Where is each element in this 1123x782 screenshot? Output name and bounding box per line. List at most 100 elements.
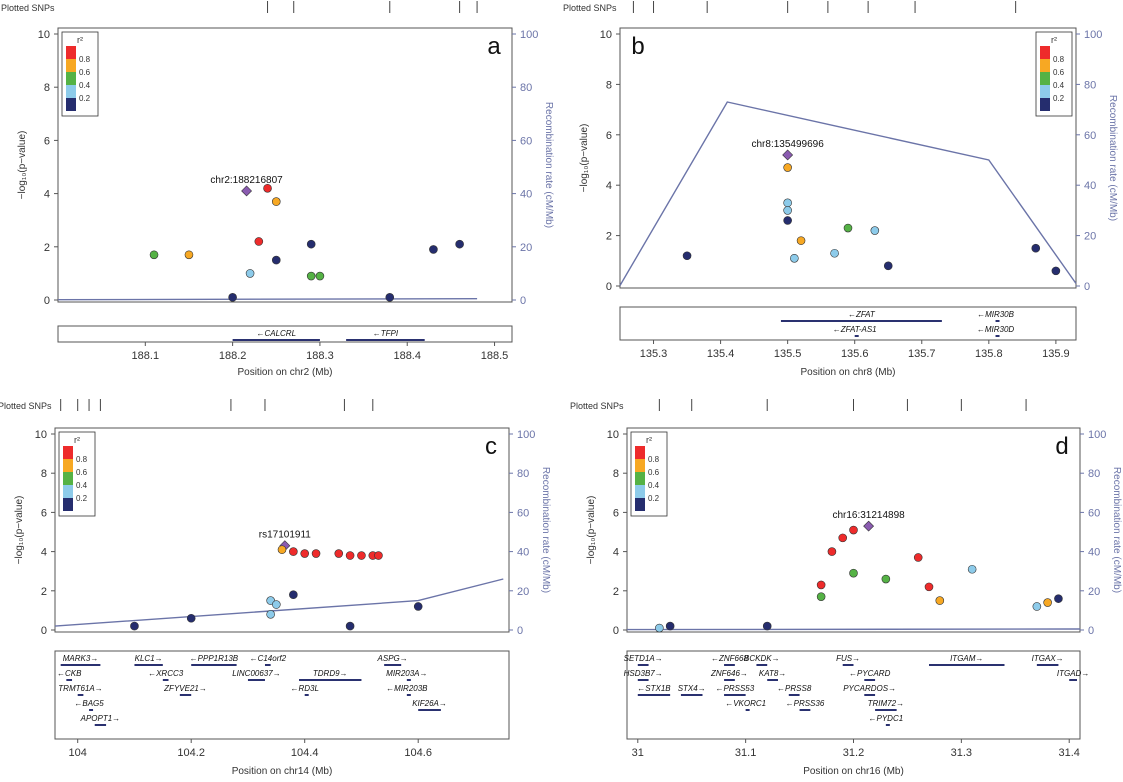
snp-point: [311, 549, 321, 558]
x-tick-label: 31.4: [1059, 747, 1080, 759]
x-tick-label: 188.5: [481, 350, 509, 362]
gene-label: ←PYDC1: [869, 714, 904, 723]
y2-tick-label: 0: [1088, 625, 1094, 637]
gene-label: KIF26A→: [412, 699, 447, 708]
gene-label: PYCARDOS→: [843, 684, 896, 693]
y2-tick-label: 20: [1084, 231, 1096, 243]
x-axis-label: Position on chr2 (Mb): [237, 367, 332, 378]
snp-point: [849, 525, 858, 535]
snp-point: [655, 623, 664, 633]
snp-point: [263, 183, 272, 193]
snp-point: [816, 580, 826, 590]
legend-label: 0.4: [648, 481, 660, 490]
panel-letter: c: [485, 433, 497, 460]
y-tick-label: 0: [44, 295, 50, 307]
gene-label: ←CKB: [57, 669, 82, 678]
x-tick-label: 188.1: [132, 350, 160, 362]
plotted-snps-label: Plotted SNPs: [563, 3, 617, 13]
snp-point: [1054, 594, 1063, 603]
y-tick-label: 4: [606, 180, 612, 192]
legend-swatch: [1040, 72, 1050, 85]
x-tick-label: 104: [69, 747, 87, 759]
x-tick-label: 104.4: [291, 747, 319, 759]
legend-swatch: [635, 446, 645, 459]
y2-tick-label: 60: [517, 507, 529, 519]
gene-label: ←PRSS53: [716, 684, 755, 693]
legend-swatch: [635, 498, 645, 511]
panel-letter: d: [1055, 433, 1068, 460]
snp-point: [870, 226, 880, 235]
y-tick-label: 8: [41, 468, 47, 480]
snp-point: [827, 547, 837, 556]
y2-tick-label: 60: [520, 135, 532, 147]
y2-tick-label: 0: [520, 295, 526, 307]
lead-snp-marker: [782, 149, 794, 161]
y2-tick-label: 60: [1088, 507, 1100, 519]
legend-label: 0.8: [648, 455, 660, 464]
legend-swatch: [1040, 59, 1050, 72]
recombination-rate-line: [57, 298, 478, 301]
lead-snp-label: chr2:188216807: [210, 175, 283, 186]
y2-tick-label: 100: [520, 29, 538, 41]
snp-point: [306, 239, 316, 249]
snp-point: [271, 255, 281, 265]
legend-swatch: [1040, 85, 1050, 98]
legend-swatch: [63, 459, 73, 472]
snp-point: [843, 223, 853, 233]
x-tick-label: 135.4: [707, 348, 735, 360]
legend-title: r²: [646, 435, 652, 445]
snp-point: [783, 163, 792, 172]
y-tick-label: 4: [44, 189, 50, 201]
legend-swatch: [66, 46, 76, 59]
snp-point: [783, 206, 792, 215]
y-axis-label: −log₁₀(p−value): [14, 496, 25, 565]
x-tick-label: 188.2: [219, 350, 247, 362]
y-tick-label: 2: [613, 586, 619, 598]
plot-frame: [619, 27, 1077, 289]
gene-label: APOPT1→: [80, 714, 121, 723]
gene-track-frame: [54, 650, 510, 740]
snp-point: [245, 269, 255, 278]
legend-title: r²: [1051, 35, 1057, 45]
gene-label: ←PRSS36: [786, 699, 825, 708]
y-axis-label: −log₁₀(p−value): [586, 496, 597, 565]
legend-swatch: [63, 446, 73, 459]
y-tick-label: 6: [606, 130, 612, 142]
gene-label: ITGAX→: [1032, 654, 1064, 663]
plot-frame: [626, 427, 1081, 633]
legend-label: 0.6: [79, 68, 91, 77]
snp-point: [790, 253, 799, 263]
legend-label: 0.6: [76, 468, 88, 477]
snp-point: [883, 261, 893, 271]
snp-point: [838, 533, 848, 543]
panel-b: Plotted SNPs0246810020406080100−log₁₀(p−…: [563, 1, 1118, 378]
snp-point: [413, 602, 423, 611]
y-tick-label: 4: [613, 547, 619, 559]
plot-frame: [57, 27, 513, 303]
snp-point: [849, 568, 858, 578]
legend-swatch: [63, 498, 73, 511]
gene-label: ←STX1B: [637, 684, 671, 693]
y2-tick-label: 0: [1084, 281, 1090, 293]
legend-swatch: [1040, 98, 1050, 111]
y2-tick-label: 80: [1088, 468, 1100, 480]
snp-point: [254, 237, 264, 246]
plotted-snps-label: Plotted SNPs: [1, 3, 55, 13]
y-tick-label: 10: [38, 29, 50, 41]
legend-swatch: [66, 59, 76, 72]
y2-tick-label: 60: [1084, 130, 1096, 142]
lead-snp-marker: [863, 520, 875, 532]
gene-label: ←ZFAT: [848, 310, 876, 319]
plot-frame: [54, 427, 510, 633]
y-tick-label: 0: [606, 281, 612, 293]
gene-label: ←XRCC3: [148, 669, 184, 678]
panel-letter: b: [631, 33, 644, 60]
legend-label: 0.4: [1053, 81, 1065, 90]
plotted-snps-label: Plotted SNPs: [0, 401, 52, 411]
snp-point: [429, 245, 438, 254]
lead-snp-label: rs17101911: [259, 530, 312, 541]
x-tick-label: 135.5: [774, 348, 802, 360]
gene-label: ←VKORC1: [725, 699, 766, 708]
snp-point: [272, 600, 281, 609]
y2-tick-label: 0: [517, 625, 523, 637]
